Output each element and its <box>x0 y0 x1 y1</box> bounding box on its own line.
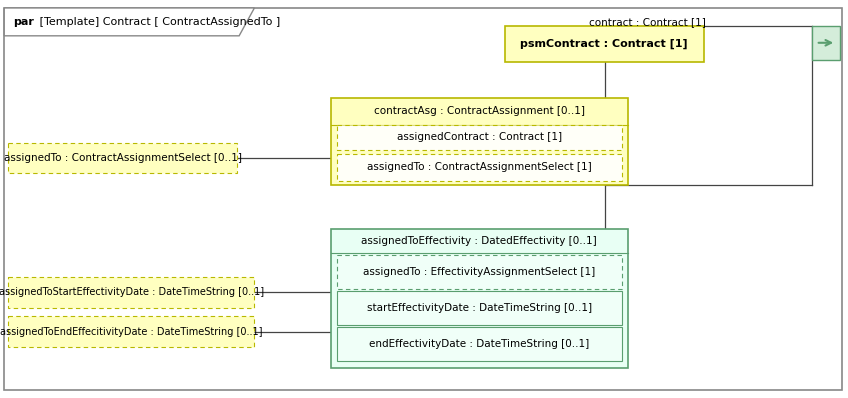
Text: assignedToEffectivity : DatedEffectivity [0..1]: assignedToEffectivity : DatedEffectivity… <box>361 236 597 246</box>
Text: assignedToStartEffectivityDate : DateTimeString [0..1]: assignedToStartEffectivityDate : DateTim… <box>0 287 264 297</box>
Bar <box>337 154 622 181</box>
Text: startEffectivityDate : DateTimeString [0..1]: startEffectivityDate : DateTimeString [0… <box>366 303 592 313</box>
Text: assignedTo : EffectivityAssignmentSelect [1]: assignedTo : EffectivityAssignmentSelect… <box>363 267 595 277</box>
Text: [Template] Contract [ ContractAssignedTo ]: [Template] Contract [ ContractAssignedTo… <box>36 17 281 27</box>
Polygon shape <box>4 8 254 36</box>
Text: assignedTo : ContractAssignmentSelect [1]: assignedTo : ContractAssignmentSelect [1… <box>366 162 592 172</box>
Bar <box>337 327 622 361</box>
Text: contract : Contract [1]: contract : Contract [1] <box>589 17 706 27</box>
Bar <box>505 26 704 62</box>
Bar <box>331 229 628 368</box>
Bar <box>337 255 622 289</box>
Bar <box>8 143 237 173</box>
Text: par: par <box>13 17 34 27</box>
Bar <box>337 291 622 325</box>
Bar <box>8 277 254 308</box>
Bar <box>812 26 840 60</box>
Text: assignedToEndEffecitivityDate : DateTimeString [0..1]: assignedToEndEffecitivityDate : DateTime… <box>0 327 263 337</box>
Text: contractAsg : ContractAssignment [0..1]: contractAsg : ContractAssignment [0..1] <box>374 106 584 116</box>
Text: psmContract : Contract [1]: psmContract : Contract [1] <box>521 39 688 49</box>
Text: assignedTo : ContractAssignmentSelect [0..1]: assignedTo : ContractAssignmentSelect [0… <box>4 153 242 163</box>
Bar <box>331 98 628 185</box>
Bar <box>8 316 254 347</box>
Text: assignedContract : Contract [1]: assignedContract : Contract [1] <box>397 133 561 142</box>
Bar <box>337 125 622 150</box>
Text: endEffectivityDate : DateTimeString [0..1]: endEffectivityDate : DateTimeString [0..… <box>369 339 589 349</box>
